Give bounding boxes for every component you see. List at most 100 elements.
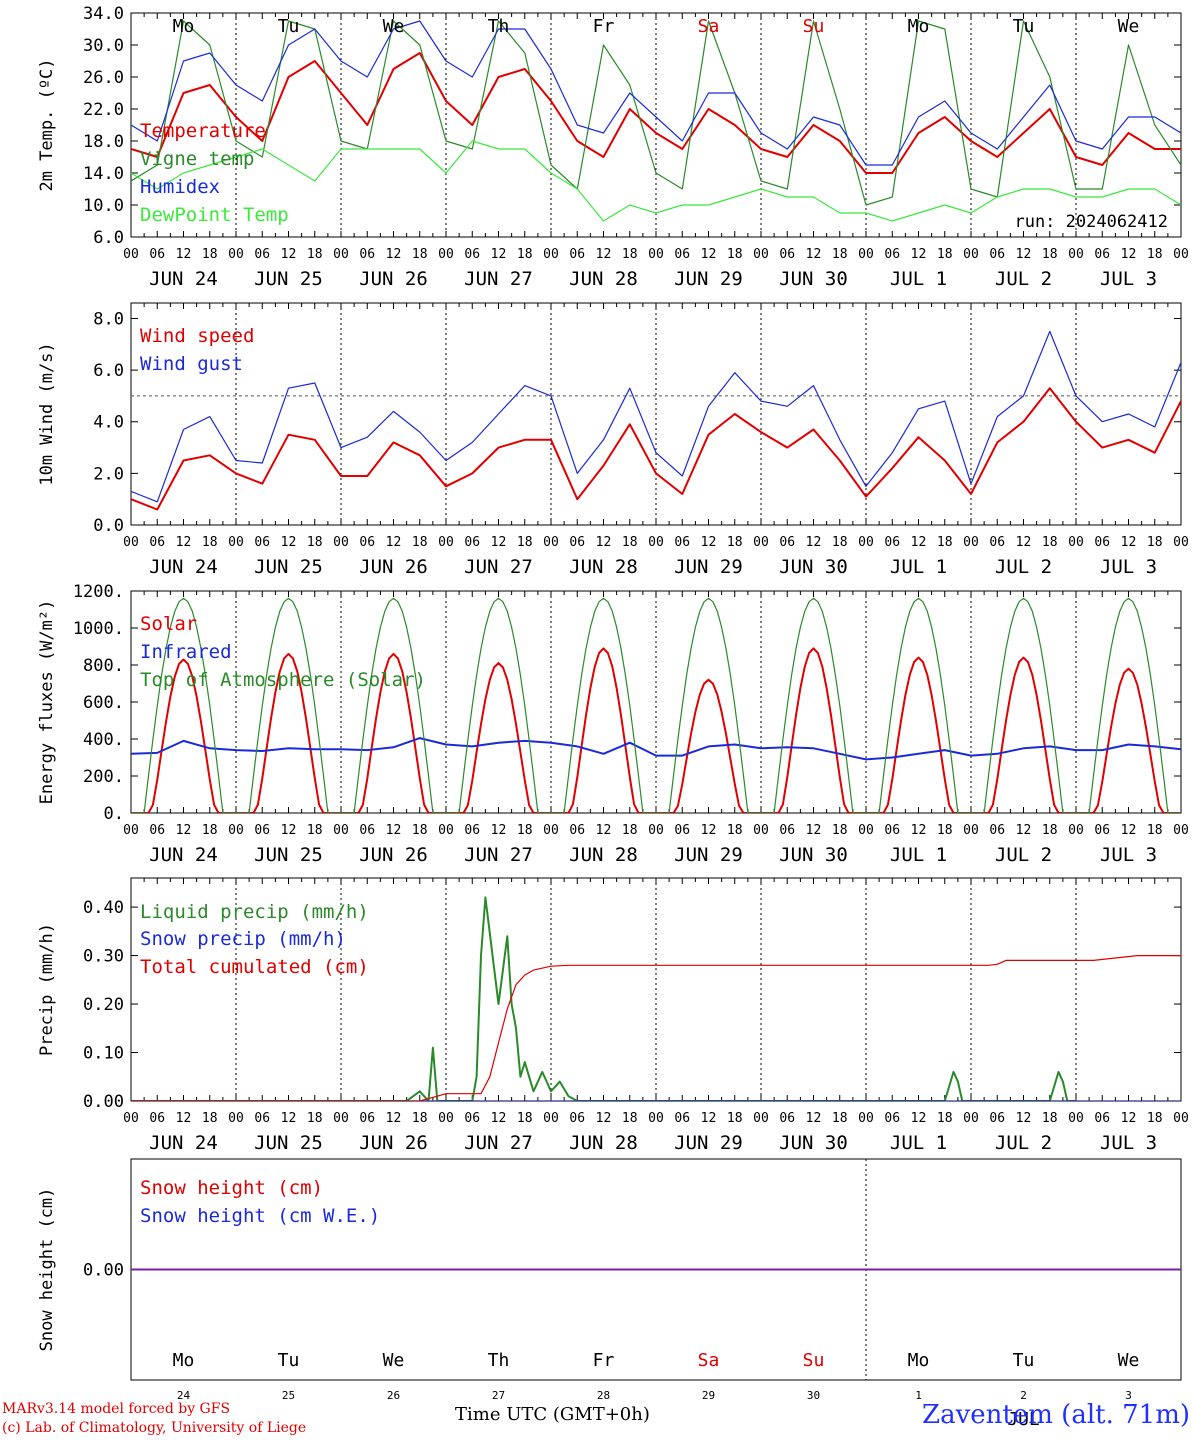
- legend-entry: Liquid precip (mm/h): [140, 901, 369, 923]
- hour-label: 06: [464, 823, 480, 838]
- weekday-label: Tu: [1013, 16, 1035, 37]
- hour-label: 06: [779, 823, 795, 838]
- legend-entry: Wind gust: [140, 353, 243, 375]
- hour-label: 06: [989, 247, 1005, 262]
- hour-label: 06: [674, 823, 690, 838]
- weekday-label: Su: [803, 16, 825, 37]
- hour-label: 00: [123, 247, 139, 262]
- hour-label: 18: [622, 247, 638, 262]
- hour-label: 00: [648, 1111, 664, 1126]
- date-label: JUL 1: [890, 556, 947, 578]
- y-tick-label: 22.0: [83, 100, 124, 120]
- hour-label: 18: [937, 535, 953, 550]
- hour-label: 18: [1042, 247, 1058, 262]
- hour-label: 18: [307, 535, 323, 550]
- hour-label: 18: [727, 823, 743, 838]
- date-label: JUL 2: [995, 268, 1052, 290]
- hour-label: 12: [491, 823, 507, 838]
- hour-label: 18: [727, 535, 743, 550]
- day-number-label: 28: [597, 1389, 610, 1402]
- hour-label: 00: [543, 247, 559, 262]
- date-label: JUN 24: [149, 556, 218, 578]
- y-tick-label: 34.0: [83, 4, 124, 24]
- date-label: JUL 1: [890, 1132, 947, 1154]
- series-line-dewpoint-temp: [131, 140, 1181, 222]
- hour-label: 12: [806, 823, 822, 838]
- hour-label: 00: [648, 823, 664, 838]
- date-label: JUN 26: [359, 268, 428, 290]
- hour-label: 12: [1121, 1111, 1137, 1126]
- hour-label: 00: [858, 1111, 874, 1126]
- hour-label: 00: [543, 823, 559, 838]
- hour-label: 00: [123, 535, 139, 550]
- run-label: run: 2024062412: [1014, 212, 1168, 232]
- hour-label: 18: [1147, 1111, 1163, 1126]
- hour-label: 18: [727, 1111, 743, 1126]
- date-label: JUN 30: [779, 556, 848, 578]
- hour-label: 06: [779, 1111, 795, 1126]
- hour-label: 06: [464, 535, 480, 550]
- y-tick-label: 6.0: [93, 228, 124, 248]
- y-tick-label: 800.: [83, 656, 124, 676]
- legend-entry: DewPoint Temp: [140, 204, 289, 226]
- hour-label: 06: [884, 1111, 900, 1126]
- weekday-label: Mo: [173, 16, 195, 37]
- weekday-label: Mo: [908, 1350, 930, 1371]
- y-tick-label: 30.0: [83, 36, 124, 56]
- series-line-wind-speed: [131, 387, 1181, 511]
- hour-label: 00: [1173, 1111, 1189, 1126]
- hour-label: 00: [228, 247, 244, 262]
- hour-label: 06: [149, 247, 165, 262]
- date-label: JUN 29: [674, 1132, 743, 1154]
- hour-label: 12: [386, 247, 402, 262]
- hour-label: 00: [1068, 1111, 1084, 1126]
- hour-label: 00: [123, 823, 139, 838]
- hour-label: 06: [254, 1111, 270, 1126]
- weekday-label: Tu: [278, 1350, 300, 1371]
- hour-label: 18: [832, 823, 848, 838]
- hour-label: 12: [281, 535, 297, 550]
- hour-label: 18: [412, 823, 428, 838]
- hour-label: 06: [884, 535, 900, 550]
- y-tick-label: 0.00: [83, 1092, 124, 1112]
- hour-label: 18: [937, 823, 953, 838]
- hour-label: 12: [911, 823, 927, 838]
- y-tick-label: 10.0: [83, 196, 124, 216]
- hour-label: 12: [1016, 1111, 1032, 1126]
- hour-label: 06: [149, 823, 165, 838]
- legend-entry: Total cumulated (cm): [140, 956, 369, 978]
- hour-label: 00: [858, 823, 874, 838]
- hour-label: 12: [1016, 535, 1032, 550]
- weekday-label: Sa: [698, 16, 720, 37]
- hour-label: 00: [438, 535, 454, 550]
- hour-label: 12: [1121, 535, 1137, 550]
- series-group: [131, 896, 1181, 1101]
- y-tick-label: 8.0: [93, 309, 124, 329]
- date-label: JUN 30: [779, 268, 848, 290]
- hour-label: 00: [858, 247, 874, 262]
- legend-entry: Snow height (cm): [140, 1177, 323, 1199]
- hour-label: 12: [281, 823, 297, 838]
- hour-label: 06: [254, 823, 270, 838]
- y-tick-label: 18.0: [83, 132, 124, 152]
- weekday-label: We: [1118, 1350, 1140, 1371]
- hour-label: 12: [281, 247, 297, 262]
- series-group: [131, 597, 1181, 813]
- y-tick-label: 600.: [83, 693, 124, 713]
- hour-label: 06: [254, 535, 270, 550]
- panel-2: 0.0 2.0 4.0 6.0 8.0 10m Wind (m/s) 00 06 12 18 00 0…: [37, 302, 1189, 578]
- hour-label: 00: [1068, 823, 1084, 838]
- hour-label: 18: [832, 535, 848, 550]
- hour-label: 12: [701, 1111, 717, 1126]
- hour-label: 00: [648, 535, 664, 550]
- y-tick-label: 0.00: [83, 1261, 124, 1281]
- series-line-humidex: [131, 20, 1181, 166]
- date-label: JUN 30: [779, 844, 848, 866]
- hour-label: 12: [176, 1111, 192, 1126]
- weekday-label: Fr: [593, 16, 615, 37]
- weekday-label: Th: [488, 1350, 510, 1371]
- hour-label: 00: [1173, 535, 1189, 550]
- hour-label: 18: [1042, 823, 1058, 838]
- hour-label: 06: [464, 247, 480, 262]
- panel-3: 0. 200. 400. 600. 800. 1000. 1200. Energy fluxe…: [37, 582, 1189, 866]
